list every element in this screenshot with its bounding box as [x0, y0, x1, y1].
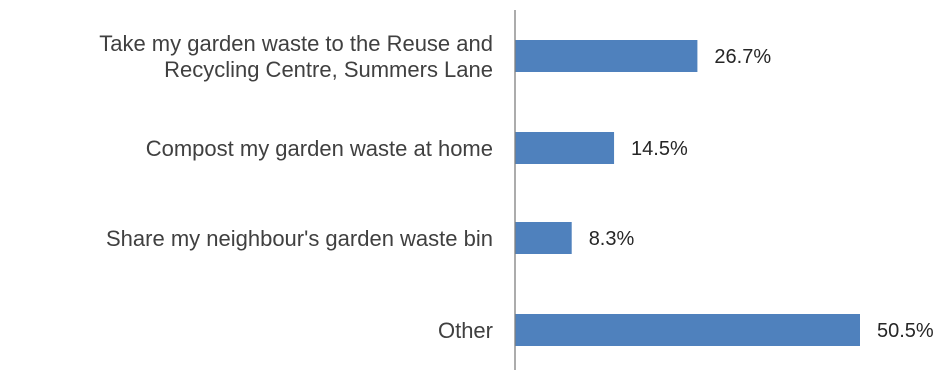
value-label-0: 26.7% [714, 46, 771, 68]
value-labels-group: 26.7% 14.5% 8.3% 50.5% [589, 46, 934, 342]
category-label-0-line-1: Recycling Centre, Summers Lane [164, 57, 493, 82]
bar-0 [515, 40, 698, 72]
bar-1 [515, 132, 615, 164]
category-label-3: Other [438, 318, 493, 343]
value-label-2: 8.3% [589, 228, 635, 250]
category-label-0-line-0: Take my garden waste to the Reuse and [99, 31, 493, 56]
category-label-1: Compost my garden waste at home [146, 136, 493, 161]
bars-group [515, 40, 860, 346]
value-label-1: 14.5% [631, 138, 688, 160]
bar-2 [515, 222, 572, 254]
category-label-2: Share my neighbour's garden waste bin [106, 226, 493, 251]
bar-3 [515, 314, 860, 346]
category-labels-group: Take my garden waste to the Reuse andRec… [99, 31, 493, 343]
value-label-3: 50.5% [877, 320, 934, 342]
